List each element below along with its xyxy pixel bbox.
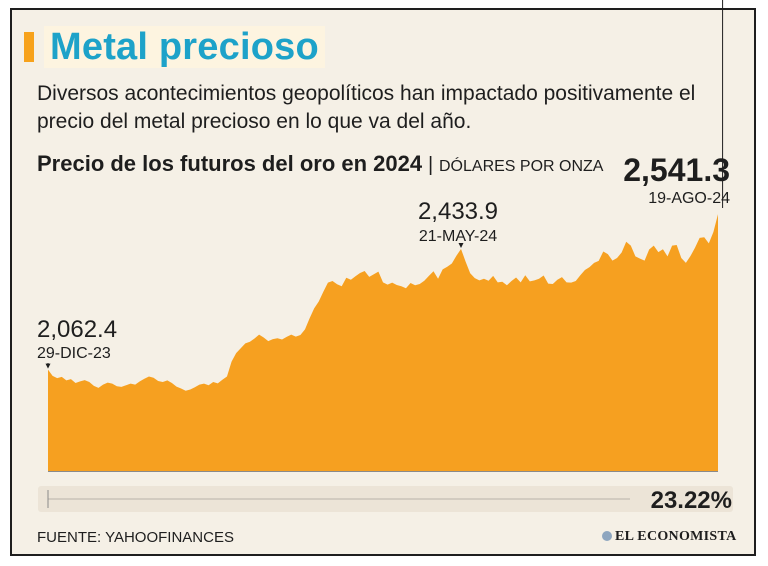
chart-title-separator: |	[427, 154, 434, 176]
title-accent-bar	[24, 32, 34, 62]
price-area	[48, 214, 718, 471]
annotation-value-0: 2,062.4	[37, 316, 117, 343]
page-title: Metal precioso	[50, 26, 319, 68]
publisher-logo: EL ECONOMISTA	[602, 529, 737, 545]
subtitle: Diversos acontecimientos geopolíticos ha…	[37, 82, 696, 133]
chart-title-bold: Precio de los futuros del oro en 2024	[37, 151, 423, 176]
title-band: Metal precioso	[44, 26, 325, 68]
source-label: FUENTE: YAHOOFINANCES	[37, 529, 234, 546]
chart-unit-label: DÓLARES POR ONZA	[439, 158, 604, 175]
annotation-value-1: 2,433.9	[418, 198, 498, 225]
logo-icon	[602, 531, 612, 541]
annotation-date-1: 21-MAY-24	[419, 228, 497, 245]
annotation-date-2: 19-AGO-24	[648, 190, 730, 207]
chart-title: Precio de los futuros del oro en 2024 | …	[37, 150, 603, 181]
annotation-date-0: 29-DIC-23	[37, 345, 111, 362]
annotation-value-2: 2,541.3	[623, 152, 730, 188]
change-percent-label: 23.22%	[650, 487, 732, 514]
logo-text: EL ECONOMISTA	[615, 529, 737, 544]
annotation-arrow-0	[45, 363, 51, 369]
annotation-arrow-1	[458, 242, 464, 248]
